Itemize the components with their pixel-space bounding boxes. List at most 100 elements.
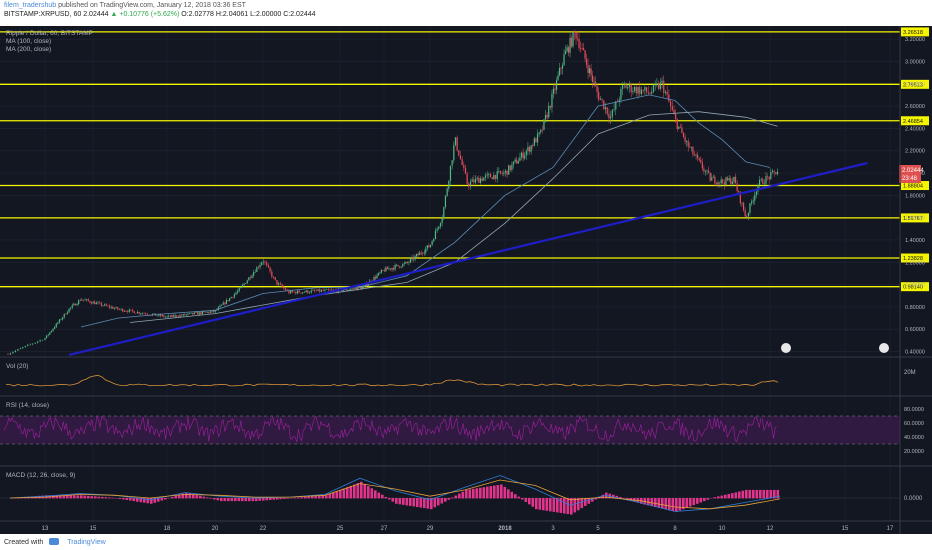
macd-histogram-bar xyxy=(381,494,384,499)
candle-body xyxy=(564,51,567,55)
chart-background xyxy=(0,26,932,534)
price-axis[interactable]: 3.20000 3.00000 2.80000 2.60000 2.40000 2.200… xyxy=(905,37,925,355)
candle-body xyxy=(303,292,305,293)
macd-histogram-bar xyxy=(675,498,678,512)
candle-body xyxy=(233,294,236,298)
trendline[interactable] xyxy=(68,161,868,356)
candle-body xyxy=(403,263,405,264)
candle-body xyxy=(494,174,497,179)
macd-histogram-bar xyxy=(570,498,573,515)
candle-body xyxy=(422,253,424,254)
candle-body xyxy=(747,212,749,217)
macd-histogram-bar xyxy=(458,493,461,499)
macd-histogram-bar xyxy=(486,486,489,499)
candle-body xyxy=(291,290,293,292)
time-tick-label: 25 xyxy=(337,526,344,532)
macd-histogram-bar xyxy=(339,489,342,499)
macd-histogram-bar xyxy=(234,498,237,502)
time-tick-label: 12 xyxy=(767,526,774,532)
candle-body xyxy=(86,299,88,300)
candle-body xyxy=(47,334,49,336)
level-tag-bg xyxy=(901,282,929,292)
rsi-tick-label: 40.0000 xyxy=(904,435,924,441)
candle-body xyxy=(671,106,673,111)
candle-body xyxy=(754,194,756,201)
candle-body xyxy=(463,164,465,168)
chart-canvas[interactable]: 3.26518 2.79513 2.46854 1.88804 1.59787 1.238… xyxy=(0,26,932,534)
candle-body xyxy=(736,183,738,191)
last-price-time: 23:48 xyxy=(902,176,918,182)
macd-histogram-bar xyxy=(615,495,619,499)
candle-body xyxy=(712,176,714,178)
macd-histogram-bar xyxy=(146,498,150,504)
tradingview-link[interactable]: TradingView xyxy=(67,539,106,546)
candle-body xyxy=(376,275,378,279)
candle-body xyxy=(579,48,582,49)
candle-body xyxy=(610,116,612,119)
candle-body xyxy=(711,177,713,181)
candle-body xyxy=(94,301,96,305)
candle-body xyxy=(493,174,495,180)
candle-body xyxy=(558,67,561,76)
candle-body xyxy=(302,292,304,294)
candle-body xyxy=(663,80,665,93)
macd-histogram-bar xyxy=(132,498,136,502)
author-link[interactable]: filem_tradershub xyxy=(4,2,57,9)
macd-histogram-bar xyxy=(136,498,139,502)
time-axis[interactable]: 13 15 18 20 22 25 27 29 2018 3 5 8 10 12 15 17 xyxy=(42,526,894,532)
candle-body xyxy=(382,270,384,271)
rsi-pane: RSI (14, close) 80.0000 60.0000 40.0000 20.… xyxy=(0,402,924,455)
candle-body xyxy=(62,317,64,320)
candle-body xyxy=(516,159,518,164)
candle-body xyxy=(715,183,718,185)
candle-body xyxy=(107,305,109,307)
candle-body xyxy=(420,252,422,254)
candle-body xyxy=(176,315,178,317)
candle-body xyxy=(543,119,545,130)
candle-body xyxy=(133,311,135,314)
symbol-label: BITSTAMP:XRPUSD, 60 2.02444 xyxy=(4,11,109,18)
macd-histogram-bar xyxy=(699,498,703,503)
macd-histogram-bar xyxy=(244,498,248,502)
event-markers[interactable] xyxy=(781,343,889,353)
candle-body xyxy=(438,226,440,229)
candle-body xyxy=(581,48,583,49)
candle-body xyxy=(566,47,568,52)
candle-body xyxy=(704,171,707,172)
candle-body xyxy=(131,309,134,312)
macd-histogram-bar xyxy=(248,498,251,502)
candle-body xyxy=(708,170,710,173)
candle-body xyxy=(274,277,276,281)
candle-body xyxy=(266,262,268,266)
candle-body xyxy=(411,257,413,260)
candle-body xyxy=(141,313,144,314)
candle-body xyxy=(590,68,592,76)
macd-histogram-bar xyxy=(76,495,80,499)
candle-body xyxy=(201,311,203,315)
macd-histogram-bar xyxy=(741,490,745,499)
candle-body xyxy=(697,154,699,159)
candle-body xyxy=(241,284,244,287)
macd-histogram-bar xyxy=(451,497,454,499)
candle-body xyxy=(530,145,532,152)
last-price-tag: 2.02444 23:48 xyxy=(899,165,924,183)
candle-body xyxy=(156,315,158,317)
candle-body xyxy=(322,290,324,291)
candle-body xyxy=(164,316,167,318)
candle-body xyxy=(177,316,179,318)
candle-body xyxy=(519,157,521,162)
candle-body xyxy=(627,87,629,89)
macd-histogram-bar xyxy=(66,495,69,499)
candle-body xyxy=(402,263,404,267)
candle-body xyxy=(675,114,677,119)
level-tag-label: 2.46854 xyxy=(903,119,923,125)
macd-histogram-bar xyxy=(370,488,374,499)
candle-body xyxy=(775,172,777,175)
candle-body xyxy=(230,297,232,299)
candle-body xyxy=(625,84,627,89)
macd-histogram-bar xyxy=(409,498,412,506)
candle-body xyxy=(264,261,266,263)
macd-histogram-bar xyxy=(461,491,465,499)
event-marker-icon[interactable] xyxy=(879,343,889,353)
event-marker-icon[interactable] xyxy=(781,343,791,353)
